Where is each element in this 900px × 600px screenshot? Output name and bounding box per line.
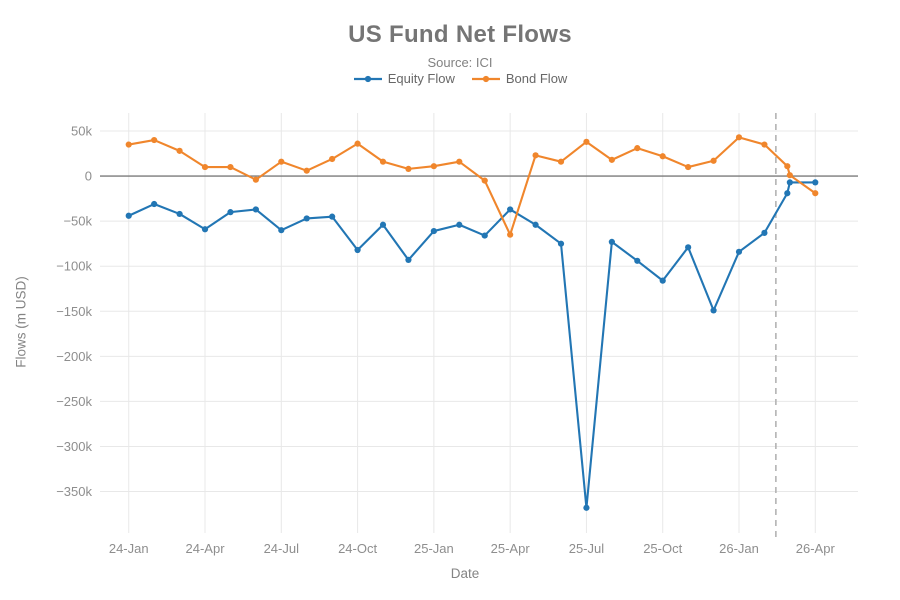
data-point-bond-flow[interactable] <box>710 157 717 164</box>
data-point-bond-flow[interactable] <box>481 177 488 184</box>
data-point-bond-flow[interactable] <box>735 134 743 141</box>
data-point-equity-flow[interactable] <box>125 212 132 219</box>
y-tick-label: −150k <box>56 304 92 319</box>
data-point-bond-flow[interactable] <box>278 158 285 165</box>
data-point-equity-flow[interactable] <box>405 256 412 264</box>
data-point-equity-flow[interactable] <box>481 232 488 239</box>
y-tick-label: −300k <box>56 439 92 454</box>
data-point-equity-flow[interactable] <box>507 206 514 213</box>
data-point-bond-flow[interactable] <box>634 145 641 152</box>
bond-glyph-marker <box>482 75 489 82</box>
legend: Equity Flow Bond Flow <box>20 71 900 86</box>
data-point-bond-flow[interactable] <box>201 163 209 171</box>
x-tick-label: 24-Oct <box>338 541 377 556</box>
x-tick-label: 25-Apr <box>491 541 531 556</box>
data-point-equity-flow[interactable] <box>151 200 158 208</box>
data-point-equity-flow[interactable] <box>176 210 183 218</box>
x-tick-label: 25-Oct <box>643 541 682 556</box>
series-line-equity-flow <box>127 181 817 509</box>
bond-flow-line-glyph <box>471 75 500 82</box>
data-point-bond-flow[interactable] <box>227 163 234 171</box>
x-tick-label: 25-Jul <box>569 541 605 556</box>
data-point-equity-flow[interactable] <box>761 229 768 236</box>
data-point-equity-flow[interactable] <box>329 213 336 220</box>
x-tick-label: 25-Jan <box>414 541 454 556</box>
data-point-equity-flow[interactable] <box>659 277 666 284</box>
data-point-bond-flow[interactable] <box>151 136 158 144</box>
y-tick-label: −50k <box>63 214 92 229</box>
legend-label-bond: Bond Flow <box>505 71 568 86</box>
data-point-equity-flow[interactable] <box>784 190 791 197</box>
x-tick-label: 24-Jul <box>264 541 300 556</box>
data-point-bond-flow[interactable] <box>812 190 819 197</box>
data-point-bond-flow[interactable] <box>784 163 791 170</box>
data-point-bond-flow[interactable] <box>125 141 132 148</box>
data-point-bond-flow[interactable] <box>430 163 437 170</box>
data-point-equity-flow[interactable] <box>710 307 717 314</box>
data-point-bond-flow[interactable] <box>761 141 768 148</box>
x-tick-label: 24-Apr <box>186 541 226 556</box>
x-tick-label: 24-Jan <box>109 541 149 556</box>
data-point-equity-flow[interactable] <box>608 238 615 245</box>
data-point-bond-flow[interactable] <box>379 158 387 165</box>
data-point-equity-flow[interactable] <box>583 504 590 511</box>
data-point-bond-flow[interactable] <box>608 156 615 163</box>
data-point-bond-flow[interactable] <box>659 153 666 160</box>
data-point-bond-flow[interactable] <box>405 165 412 172</box>
data-point-equity-flow[interactable] <box>379 221 387 228</box>
data-point-bond-flow[interactable] <box>507 231 514 238</box>
data-point-equity-flow[interactable] <box>227 209 234 216</box>
y-tick-label: −200k <box>56 349 92 364</box>
data-point-bond-flow[interactable] <box>329 155 336 163</box>
data-point-bond-flow[interactable] <box>532 152 539 159</box>
data-point-bond-flow[interactable] <box>583 138 590 145</box>
y-tick-label: 0 <box>85 169 92 184</box>
data-point-equity-flow[interactable] <box>634 257 641 264</box>
data-point-equity-flow[interactable] <box>685 244 692 251</box>
data-point-bond-flow[interactable] <box>685 163 692 171</box>
equity-flow-line-glyph <box>353 75 382 82</box>
equity-glyph-marker <box>364 75 371 82</box>
y-tick-label: −250k <box>56 394 92 409</box>
data-point-bond-flow[interactable] <box>557 158 565 165</box>
legend-item-bond-flow[interactable]: Bond Flow <box>471 71 567 86</box>
data-point-equity-flow[interactable] <box>557 240 565 247</box>
legend-item-equity-flow[interactable]: Equity Flow <box>353 71 455 86</box>
data-point-equity-flow[interactable] <box>456 221 463 228</box>
data-point-equity-flow[interactable] <box>354 246 361 254</box>
x-tick-label: 26-Jan <box>719 541 759 556</box>
data-point-equity-flow[interactable] <box>252 206 259 213</box>
y-tick-label: −350k <box>56 484 92 499</box>
data-point-equity-flow[interactable] <box>303 215 310 222</box>
data-point-bond-flow[interactable] <box>252 176 259 183</box>
series-line-bond-flow <box>127 136 817 236</box>
data-point-bond-flow[interactable] <box>303 167 310 174</box>
x-axis-title: Date <box>450 566 480 581</box>
legend-label-equity: Equity Flow <box>387 71 455 86</box>
data-point-equity-flow[interactable] <box>812 179 819 186</box>
data-point-bond-flow[interactable] <box>456 158 463 165</box>
data-point-equity-flow[interactable] <box>430 227 437 235</box>
data-point-equity-flow[interactable] <box>278 227 285 234</box>
data-point-bond-flow[interactable] <box>354 140 361 147</box>
data-point-bond-flow[interactable] <box>786 172 793 179</box>
data-point-bond-flow[interactable] <box>176 147 183 154</box>
x-tick-label: 26-Apr <box>796 541 836 556</box>
data-point-equity-flow[interactable] <box>735 248 743 255</box>
y-axis-title: Flows (m USD) <box>13 276 29 368</box>
data-point-equity-flow[interactable] <box>532 221 539 228</box>
chart-title: US Fund Net Flows <box>348 21 572 48</box>
data-point-equity-flow[interactable] <box>201 226 209 233</box>
chart-subtitle: Source: ICI <box>427 55 493 70</box>
y-tick-label: −100k <box>56 259 92 274</box>
y-tick-label: 50k <box>71 124 92 139</box>
data-point-equity-flow[interactable] <box>786 179 793 186</box>
